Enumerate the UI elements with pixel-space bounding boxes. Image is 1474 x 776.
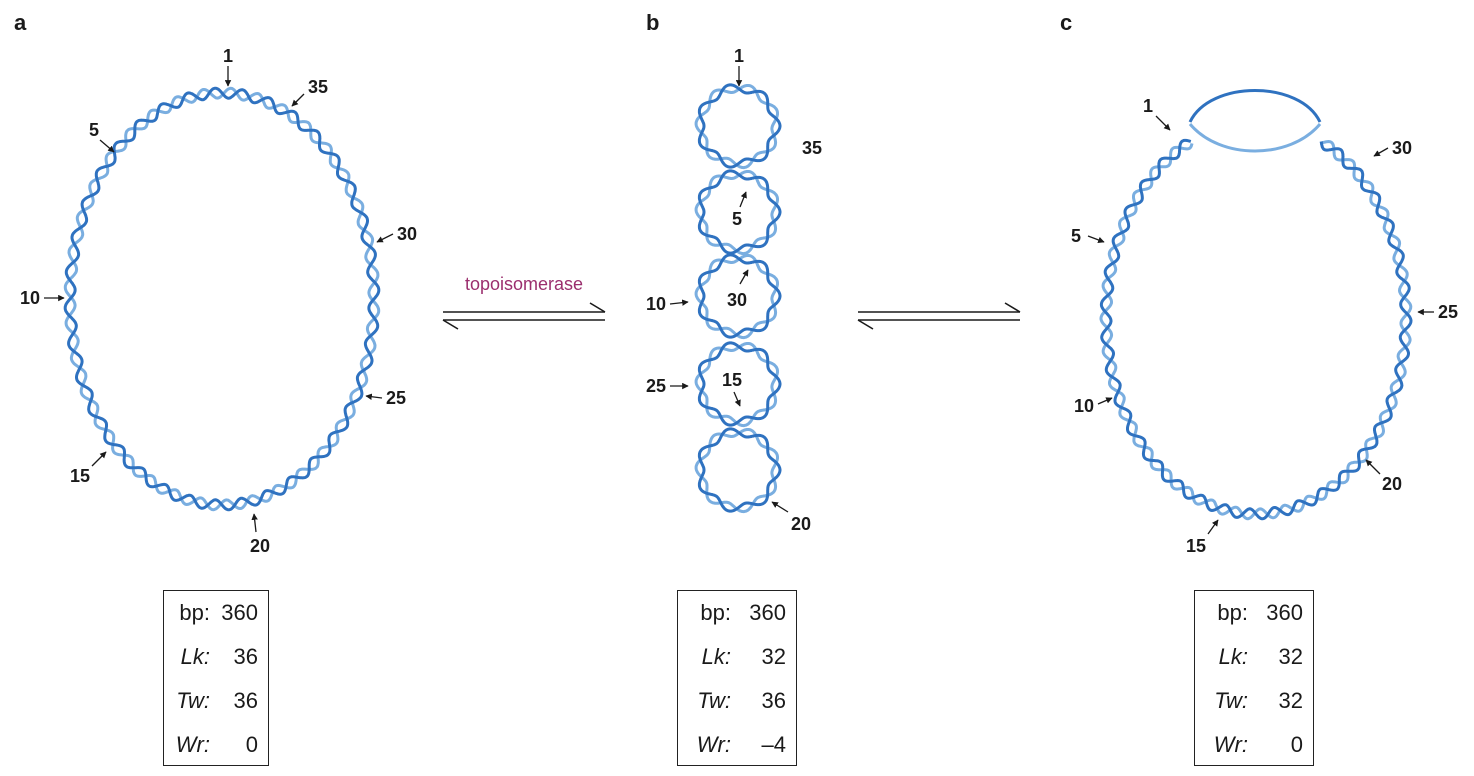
stats-key: Lk: <box>1218 644 1248 669</box>
markers-b: 1 35 5 10 30 25 15 20 <box>646 46 822 534</box>
markers-a: 1 5 10 15 20 25 30 35 <box>20 46 417 556</box>
stats-key: bp: <box>1217 600 1248 625</box>
dna-strand-dark <box>697 427 782 513</box>
stats-box-b: bp: 360 Lk: 32 Tw: 36 Wr: –4 <box>677 590 797 766</box>
stats-row-wr: Wr: 0 <box>164 723 268 767</box>
stats-value: 0 <box>245 732 258 757</box>
stats-row-tw: Tw: 36 <box>164 679 268 723</box>
marker-label: 15 <box>1186 536 1206 556</box>
stats-row-wr: Wr: –4 <box>678 723 796 767</box>
marker-label: 15 <box>722 370 742 390</box>
stats-row-lk: Lk: 32 <box>1195 635 1313 679</box>
dna-strand-light <box>1099 139 1413 521</box>
marker-label: 1 <box>223 46 233 66</box>
stats-row-lk: Lk: 36 <box>164 635 268 679</box>
marker-label: 25 <box>1438 302 1458 322</box>
equilibrium-arrow-a-b <box>442 302 606 330</box>
dna-strand-dark <box>1099 138 1413 521</box>
dna-strand-dark <box>697 253 782 339</box>
dna-strand-light <box>63 86 381 512</box>
stats-row-bp: bp: 360 <box>678 591 796 635</box>
marker-label: 5 <box>89 120 99 140</box>
stats-value: 36 <box>233 644 258 669</box>
stats-box-c: bp: 360 Lk: 32 Tw: 32 Wr: 0 <box>1194 590 1314 766</box>
unwound-strand-top <box>1188 89 1322 123</box>
marker-label: 20 <box>1382 474 1402 494</box>
stats-key: Lk: <box>180 644 210 669</box>
stats-box-a: bp: 360 Lk: 36 Tw: 36 Wr: 0 <box>163 590 269 766</box>
stats-key: Tw: <box>1214 688 1248 713</box>
marker-label: 25 <box>386 388 406 408</box>
stats-key: Tw: <box>176 688 210 713</box>
stats-row-wr: Wr: 0 <box>1195 723 1313 767</box>
marker-label: 35 <box>308 77 328 97</box>
stats-value: 32 <box>1278 644 1303 669</box>
stats-key: bp: <box>179 600 210 625</box>
stats-key: Wr: <box>175 732 210 757</box>
marker-label: 5 <box>732 209 742 229</box>
stats-key: Tw: <box>697 688 731 713</box>
markers-c: 1 30 5 25 10 20 15 <box>1071 96 1458 556</box>
marker-label: 10 <box>646 294 666 314</box>
stats-row-tw: Tw: 36 <box>678 679 796 723</box>
stats-key: Wr: <box>1213 732 1248 757</box>
dna-strand-dark <box>63 86 381 512</box>
stats-value: 32 <box>1278 688 1303 713</box>
stats-row-bp: bp: 360 <box>1195 591 1313 635</box>
dna-strand-dark <box>697 169 782 255</box>
equilibrium-arrow-b-c <box>857 302 1021 330</box>
stats-key: Lk: <box>701 644 731 669</box>
stats-value: 360 <box>221 600 258 625</box>
stats-key: bp: <box>700 600 731 625</box>
unwound-strand-bottom <box>1188 123 1322 153</box>
marker-label: 30 <box>727 290 747 310</box>
marker-label: 15 <box>70 466 90 486</box>
stats-value: 360 <box>1266 600 1303 625</box>
marker-label: 35 <box>802 138 822 158</box>
stats-row-tw: Tw: 32 <box>1195 679 1313 723</box>
stats-value: 0 <box>1290 732 1303 757</box>
marker-label: 20 <box>250 536 270 556</box>
marker-label: 10 <box>20 288 40 308</box>
marker-label: 30 <box>397 224 417 244</box>
dna-strand-dark <box>697 83 782 169</box>
stats-value: 36 <box>233 688 258 713</box>
stats-value: 32 <box>761 644 786 669</box>
marker-label: 1 <box>1143 96 1153 116</box>
dna-strand-dark <box>697 341 782 427</box>
marker-label: 10 <box>1074 396 1094 416</box>
stats-value: 360 <box>749 600 786 625</box>
marker-label: 1 <box>734 46 744 66</box>
relaxed-circular-dna <box>63 86 381 512</box>
stats-value: 36 <box>761 688 786 713</box>
stats-row-bp: bp: 360 <box>164 591 268 635</box>
stats-row-lk: Lk: 32 <box>678 635 796 679</box>
stats-key: Wr: <box>696 732 731 757</box>
panel-label-a: a <box>14 10 27 35</box>
marker-label: 25 <box>646 376 666 396</box>
supercoiled-dna <box>694 83 782 514</box>
underwound-circular-dna <box>1099 89 1413 521</box>
marker-label: 20 <box>791 514 811 534</box>
marker-label: 30 <box>1392 138 1412 158</box>
marker-label: 5 <box>1071 226 1081 246</box>
enzyme-label: topoisomerase <box>465 274 583 294</box>
stats-value: –4 <box>761 732 786 757</box>
panel-label-b: b <box>646 10 659 35</box>
panel-label-c: c <box>1060 10 1072 35</box>
